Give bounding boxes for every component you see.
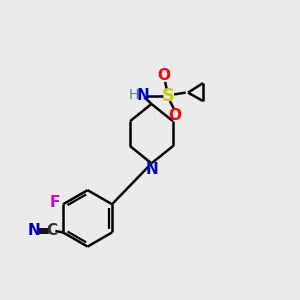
Text: S: S (162, 87, 175, 105)
Text: N: N (136, 88, 149, 103)
Text: N: N (28, 224, 41, 238)
Text: F: F (50, 195, 60, 210)
Text: O: O (157, 68, 170, 83)
Text: C: C (46, 224, 57, 238)
Text: N: N (146, 162, 158, 177)
Text: H: H (129, 88, 140, 102)
Text: O: O (168, 108, 181, 123)
